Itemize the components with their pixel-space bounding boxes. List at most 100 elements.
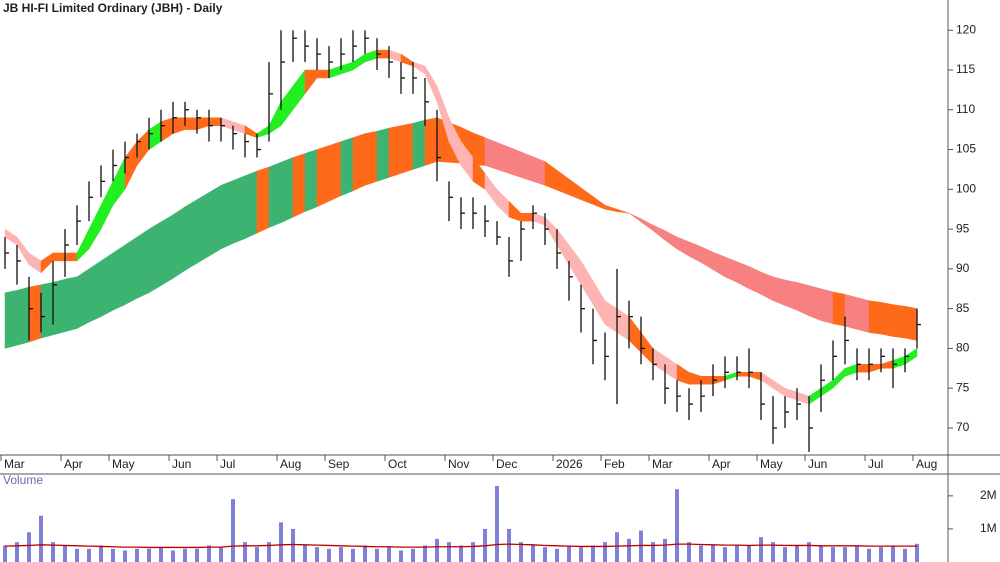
x-tick-label: 2026 (556, 457, 583, 471)
band-segment (868, 364, 882, 373)
band-segment (100, 181, 114, 230)
band-segment (724, 371, 738, 381)
volume-bar (867, 548, 871, 562)
band-segment (808, 387, 822, 405)
band-segment (892, 304, 906, 339)
volume-bar (471, 542, 475, 562)
y-tick-label: 90 (956, 261, 970, 275)
band-segment (244, 125, 258, 138)
volume-bar (507, 528, 511, 562)
band-segment (376, 127, 390, 182)
band-segment (400, 122, 414, 174)
band-segment (304, 149, 318, 212)
band-segment (256, 125, 270, 138)
volume-bar (303, 545, 307, 562)
band-segment (532, 212, 546, 226)
band-segment (16, 286, 30, 346)
y-tick-label: 120 (956, 22, 976, 36)
volume-bar (675, 489, 679, 562)
volume-bar (423, 545, 427, 562)
band-segment (232, 121, 246, 134)
band-segment (532, 156, 546, 186)
volume-bar (495, 485, 499, 562)
band-segment (784, 387, 798, 401)
y-tick-label: 110 (956, 102, 975, 116)
band-segment (628, 212, 642, 223)
volume-bar (363, 545, 367, 562)
volume-average (4, 543, 917, 549)
volume-bar (375, 548, 379, 562)
band-segment (496, 142, 510, 174)
volume-bar (687, 542, 691, 562)
band-segment (388, 49, 402, 63)
volume-bar (519, 542, 523, 562)
band-segment (328, 141, 342, 202)
volume-bar (27, 532, 31, 562)
volume-bar (747, 545, 751, 562)
band-segment (280, 157, 294, 224)
volume-bar (411, 548, 415, 562)
volume-bar (735, 545, 739, 562)
x-tick-label: Jun (808, 457, 827, 471)
volume-bar (903, 548, 907, 562)
band-segment (748, 372, 762, 381)
x-tick-label: Feb (604, 457, 625, 471)
band-segment (688, 371, 702, 385)
band-segment (124, 236, 138, 306)
y-tick-label: 70 (956, 420, 970, 434)
band-segment (760, 371, 774, 389)
x-tick-label: Jun (172, 457, 191, 471)
volume-bar (327, 548, 331, 562)
chart-title: JB HI-FI Limited Ordinary (JBH) - Daily (3, 1, 223, 15)
band-segment (856, 364, 870, 373)
volume-bar (219, 547, 223, 562)
volume-bar (627, 538, 631, 562)
volume-bar (663, 538, 667, 562)
volume-bar (831, 547, 835, 562)
band-segment (160, 117, 174, 143)
band-segment (676, 363, 690, 385)
volume-bar (51, 542, 55, 562)
volume-bar (639, 530, 643, 562)
band-segment (628, 315, 642, 353)
y-tick-label: 95 (956, 221, 970, 235)
x-tick-label: Dec (496, 457, 517, 471)
band-segment (364, 49, 378, 63)
volume-bar (543, 547, 547, 562)
volume-bar (387, 547, 391, 562)
band-segment (568, 244, 582, 286)
band-segment (880, 301, 894, 337)
band-segment (700, 376, 714, 385)
y-tick-label: 100 (956, 181, 976, 195)
band-segment (580, 260, 594, 306)
volume-bar (351, 548, 355, 562)
volume-bar (723, 547, 727, 562)
band-segment (196, 192, 210, 264)
band-segment (736, 261, 750, 290)
volume-bar (855, 545, 859, 562)
band-segment (676, 236, 690, 257)
band-segment (208, 184, 222, 257)
band-segment (652, 224, 666, 241)
band-segment (544, 216, 558, 246)
band-segment (796, 282, 810, 317)
volume-bar (195, 548, 199, 562)
volume-title: Volume (3, 473, 43, 487)
volume-bar (555, 548, 559, 562)
band-segment (292, 153, 306, 218)
band-segment (688, 241, 702, 263)
band-segment (352, 53, 366, 71)
x-tick-label: Nov (448, 457, 469, 471)
volume-bar (291, 528, 295, 562)
volume-bar (63, 545, 67, 562)
band-segment (148, 121, 162, 151)
band-segment (196, 117, 210, 131)
y-tick-label: 105 (956, 142, 976, 156)
band-segment (844, 363, 858, 377)
volume-bar (915, 543, 919, 562)
band-segment (292, 69, 306, 111)
band-segment (112, 157, 126, 206)
y-tick-label: 2M (980, 488, 997, 502)
band-segment (784, 279, 798, 311)
